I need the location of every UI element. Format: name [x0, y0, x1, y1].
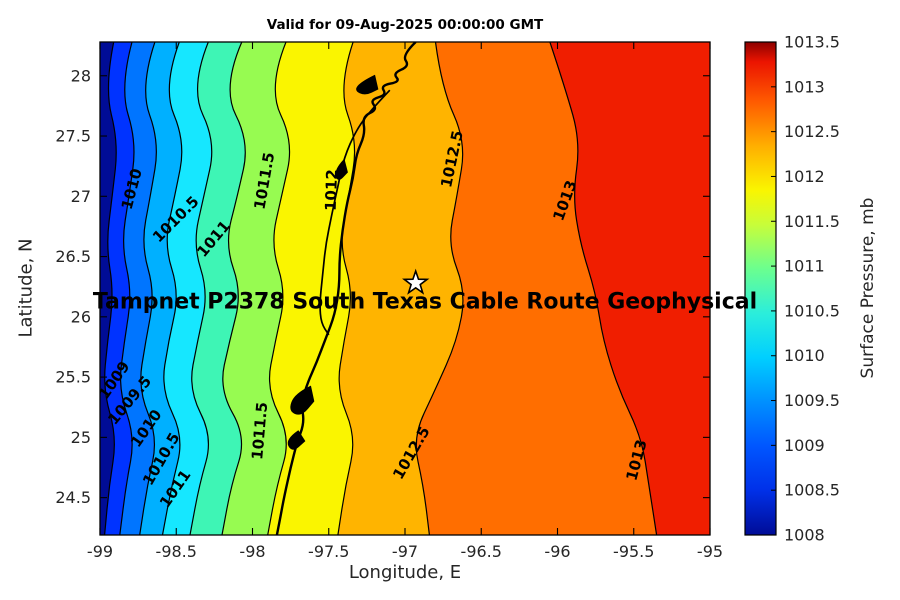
y-tick-label: 28: [71, 66, 91, 85]
colorbar-tick-label: 1012.5: [784, 122, 840, 141]
y-tick-label: 27.5: [55, 127, 91, 146]
x-tick-label: -99: [87, 542, 113, 561]
colorbar-tick-label: 1013.5: [784, 33, 840, 52]
contour-band: [549, 42, 710, 535]
contour-line: [549, 42, 658, 535]
colorbar-gradient: [745, 42, 776, 535]
x-tick-label: -96: [544, 542, 570, 561]
colorbar-tick-label: 1009.5: [784, 391, 840, 410]
colorbar-tick-label: 1010.5: [784, 301, 840, 320]
x-tick-label: -95: [697, 542, 723, 561]
y-tick-label: 25.5: [55, 368, 91, 387]
y-tick-label: 26: [71, 307, 91, 326]
colorbar-tick-label: 1011.5: [784, 212, 840, 231]
contour-line: [161, 42, 183, 535]
contour-line: [119, 42, 135, 535]
plot-title: Valid for 09-Aug-2025 00:00:00 GMT: [266, 17, 544, 33]
x-tick-label: -96.5: [461, 542, 502, 561]
x-tick-label: -97: [392, 542, 418, 561]
colorbar-tick-label: 1013: [784, 77, 825, 96]
coastline: [275, 42, 417, 535]
x-tick-label: -95.5: [613, 542, 654, 561]
x-axis-label: Longitude, E: [348, 562, 462, 583]
colorbar-tick-label: 1009: [784, 436, 825, 455]
colorbar-tick-label: 1012: [784, 167, 825, 186]
colorbar-label: Surface Pressure, mb: [858, 197, 878, 379]
y-tick-label: 25: [71, 428, 91, 447]
colorbar-tick-label: 1010: [784, 346, 825, 365]
colorbar-tick-label: 1011: [784, 257, 825, 276]
bay-shape: [290, 385, 315, 415]
contour-label: 1011.5: [248, 401, 271, 460]
y-tick-label: 27: [71, 187, 91, 206]
star-marker: [402, 268, 430, 295]
x-tick-label: -98.5: [156, 542, 197, 561]
route-annotation: Tampnet P2378 South Texas Cable Route Ge…: [92, 289, 758, 315]
y-axis-label: Latitude, N: [15, 238, 37, 338]
contour-line: [139, 42, 157, 535]
y-tick-label: 26.5: [55, 247, 91, 266]
contour-line: [221, 42, 246, 535]
colorbar-tick-label: 1008.5: [784, 481, 840, 500]
contour-line: [415, 42, 464, 535]
colorbar-frame: [744, 41, 777, 536]
lagoon-shoreline: [319, 89, 391, 336]
colorbar-tick-label: 1008: [784, 526, 825, 545]
bay-shape: [335, 158, 348, 180]
contour-line: [104, 42, 117, 535]
bay-shape: [287, 430, 306, 450]
x-tick-label: -98: [239, 542, 265, 561]
contour-label: 1012: [322, 169, 341, 211]
y-tick-label: 24.5: [55, 488, 91, 507]
contour-line: [267, 42, 291, 535]
x-tick-label: -97.5: [308, 542, 349, 561]
contour-line: [189, 42, 213, 535]
bay-shape: [356, 74, 379, 95]
